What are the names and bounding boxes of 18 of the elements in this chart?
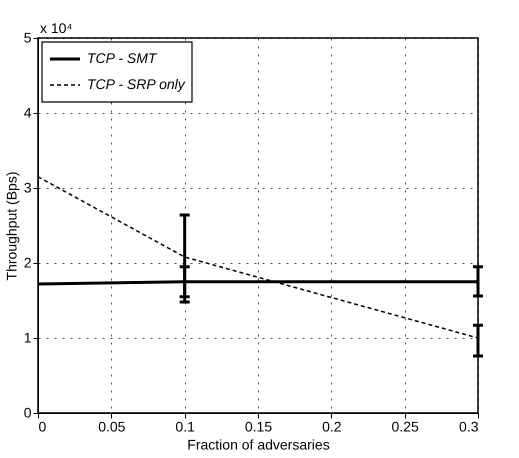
x-tick-label: 0.1: [175, 418, 196, 434]
x-tick-label: 0.25: [392, 418, 420, 434]
y-axis-title: Throughput (Bps): [4, 172, 20, 280]
x-tick-label: 0.2: [322, 418, 342, 434]
legend-label: TCP - SMT: [87, 50, 158, 66]
x-tick-label: 0.15: [244, 418, 272, 434]
x-tick-label: 0.05: [98, 418, 126, 434]
y-tick-label: 1: [24, 330, 32, 346]
y-tick-label: 5: [24, 30, 32, 46]
y-tick-label: 3: [24, 180, 32, 196]
text: x 10⁴: [40, 20, 72, 36]
y-tick-label: 4: [24, 104, 32, 120]
y-tick-label: 0: [24, 404, 32, 420]
legend-label: TCP - SRP only: [87, 76, 186, 92]
x-tick-label: 0: [38, 418, 46, 434]
y-tick-label: 2: [24, 254, 32, 270]
x-tick-label: 0.3: [459, 418, 479, 434]
x-axis-title: Fraction of adversaries: [187, 436, 330, 452]
